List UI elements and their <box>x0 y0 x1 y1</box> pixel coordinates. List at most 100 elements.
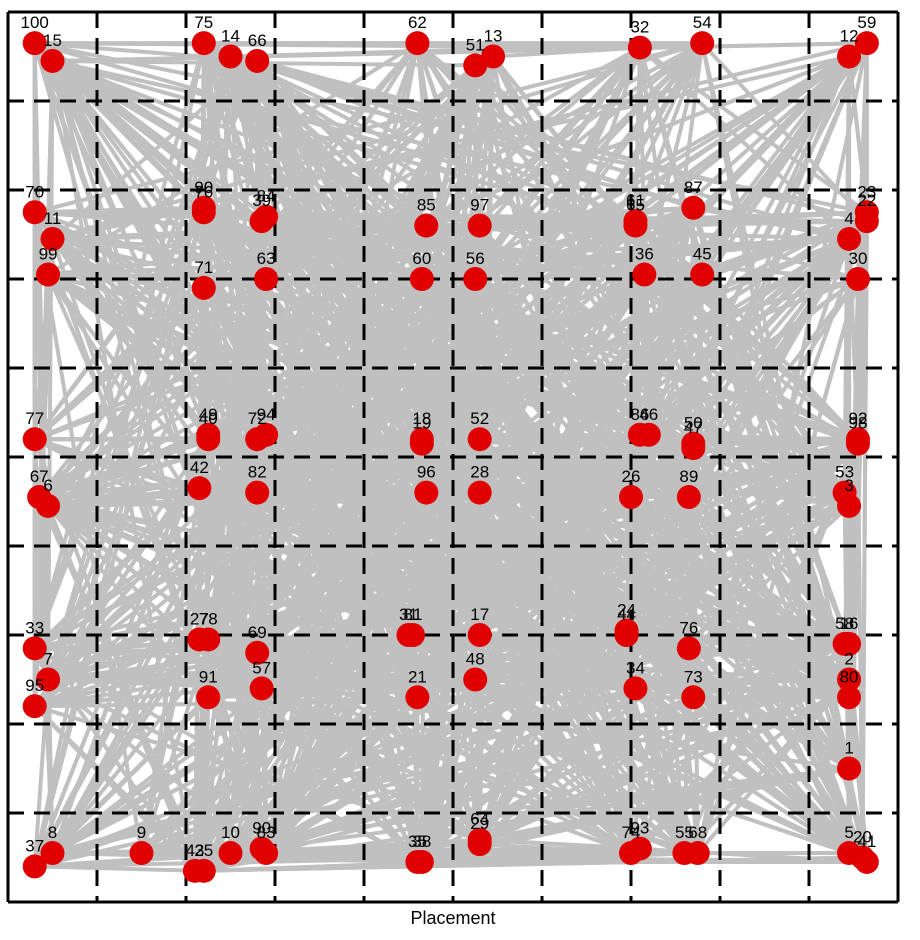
node-label: 42 <box>190 458 209 477</box>
node-label: 52 <box>470 409 489 428</box>
node-label: 53 <box>835 463 854 482</box>
node-label: 47 <box>684 418 703 437</box>
node-point <box>463 267 488 291</box>
edge-line <box>38 495 633 855</box>
node-label: 86 <box>630 405 649 424</box>
node-point <box>623 676 648 701</box>
edge-line <box>34 437 200 491</box>
edge-line <box>34 864 204 873</box>
node-label: 56 <box>466 249 485 268</box>
node-label: 51 <box>466 35 485 54</box>
node-label: 16 <box>840 614 859 633</box>
node-label: 99 <box>39 245 58 264</box>
node-point <box>218 44 243 69</box>
edge-line <box>139 216 269 854</box>
node-point <box>36 667 61 692</box>
node-label: 92 <box>848 409 867 428</box>
node-label: 4 <box>844 209 853 228</box>
node-label: 58 <box>835 614 854 633</box>
node-label: 18 <box>412 409 431 428</box>
node-label: 17 <box>470 605 489 624</box>
node-label: 48 <box>466 650 485 669</box>
node-point <box>845 427 870 452</box>
node-point <box>129 841 154 866</box>
grid-layer <box>6 10 900 904</box>
edge-line <box>695 438 860 854</box>
node-label: 67 <box>30 467 49 486</box>
edge-line <box>700 41 869 223</box>
node-point <box>218 841 243 866</box>
node-label: 55 <box>675 823 694 842</box>
edge-line <box>255 491 482 846</box>
node-label: 38 <box>412 832 431 851</box>
edge-line <box>32 207 206 867</box>
edge-line <box>415 211 869 864</box>
node-point <box>414 213 439 238</box>
node-point <box>481 44 506 69</box>
node-label: 35 <box>408 832 427 851</box>
node-label: 27 <box>190 609 209 628</box>
node-point <box>405 31 430 56</box>
edge-line <box>37 496 206 872</box>
node-point <box>837 493 862 518</box>
node-label: 3 <box>844 476 853 495</box>
node-point <box>623 209 648 234</box>
node-label: 98 <box>848 414 867 433</box>
node-label: 12 <box>840 27 859 46</box>
node-label: 8 <box>48 823 57 842</box>
node-label: 80 <box>840 667 859 686</box>
edge-line <box>203 695 850 873</box>
node-label: 100 <box>21 13 49 32</box>
node-point <box>676 636 701 661</box>
node-label: 78 <box>199 609 218 628</box>
node-point <box>619 485 643 510</box>
node-label: 73 <box>684 667 703 686</box>
node-label: 2 <box>844 650 853 669</box>
node-point <box>196 627 221 652</box>
node-label: 14 <box>221 27 240 46</box>
edge-line <box>264 42 420 854</box>
node-label: 15 <box>43 31 62 50</box>
node-point <box>254 841 279 866</box>
node-label: 76 <box>679 618 698 637</box>
node-label: 71 <box>194 258 213 277</box>
node-label: 89 <box>679 467 698 486</box>
node-point <box>837 631 862 656</box>
node-label: 76 <box>194 182 213 201</box>
edge-line <box>201 43 264 849</box>
edge-line <box>639 432 858 442</box>
node-label: 82 <box>248 463 267 482</box>
node-label: 93 <box>630 819 649 838</box>
node-label: 87 <box>684 178 703 197</box>
edge-line <box>256 650 864 860</box>
node-point <box>467 213 492 238</box>
node-point <box>40 841 65 866</box>
edge-line <box>633 220 687 854</box>
node-label: 59 <box>857 13 876 32</box>
edge-line <box>46 273 424 864</box>
node-label: 29 <box>470 814 489 833</box>
node-point <box>22 427 47 452</box>
node-point <box>249 676 274 701</box>
edge-line <box>420 277 869 864</box>
node-label: 75 <box>194 13 213 32</box>
node-label: 64 <box>470 810 489 829</box>
node-point <box>245 640 270 665</box>
node-point <box>409 431 434 456</box>
edge-line <box>478 629 629 841</box>
node-label: 24 <box>617 601 636 620</box>
node-label: 70 <box>25 182 44 201</box>
node-label: 40 <box>199 409 218 428</box>
edge-line <box>32 211 144 854</box>
edge-line <box>473 64 851 508</box>
node-point <box>191 31 216 56</box>
edge-line <box>33 704 197 873</box>
edge-line <box>51 237 869 864</box>
node-label: 13 <box>484 27 503 46</box>
node-point <box>681 431 706 456</box>
edge-line <box>202 206 700 855</box>
node-point <box>690 31 715 56</box>
node-label: 31 <box>399 605 418 624</box>
